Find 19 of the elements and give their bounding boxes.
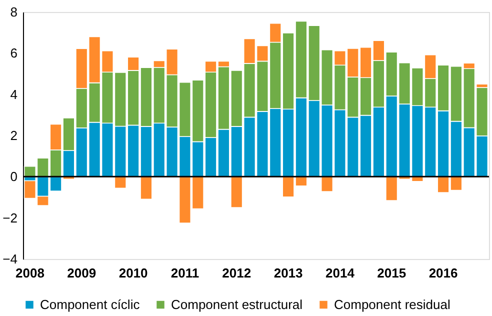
y-tick-label: 8	[10, 4, 18, 20]
legend-label: Component estructural	[171, 296, 303, 312]
y-tick-label: 0	[10, 169, 18, 184]
x-tick-label: 2012	[222, 266, 252, 280]
x-tick-label: 2016	[428, 266, 458, 280]
x-tick-label: 2008	[16, 266, 44, 280]
x-tick-label: 2014	[325, 266, 356, 280]
y-tick-label: 6	[10, 46, 18, 61]
x-tick-label: 2013	[274, 266, 303, 280]
y-tick-label: −4	[2, 252, 18, 266]
legend-label: Component residual	[334, 296, 450, 312]
y-tick-label: 2	[10, 128, 18, 143]
x-tick-label: 2010	[118, 266, 148, 280]
y-tick-label: 4	[10, 86, 18, 102]
legend-label: Component cíclic	[40, 296, 140, 312]
x-tick-label: 2015	[377, 266, 406, 280]
y-tick-label: −2	[2, 210, 18, 226]
x-tick-label: 2009	[67, 266, 96, 280]
x-tick-label: 2011	[170, 266, 200, 280]
